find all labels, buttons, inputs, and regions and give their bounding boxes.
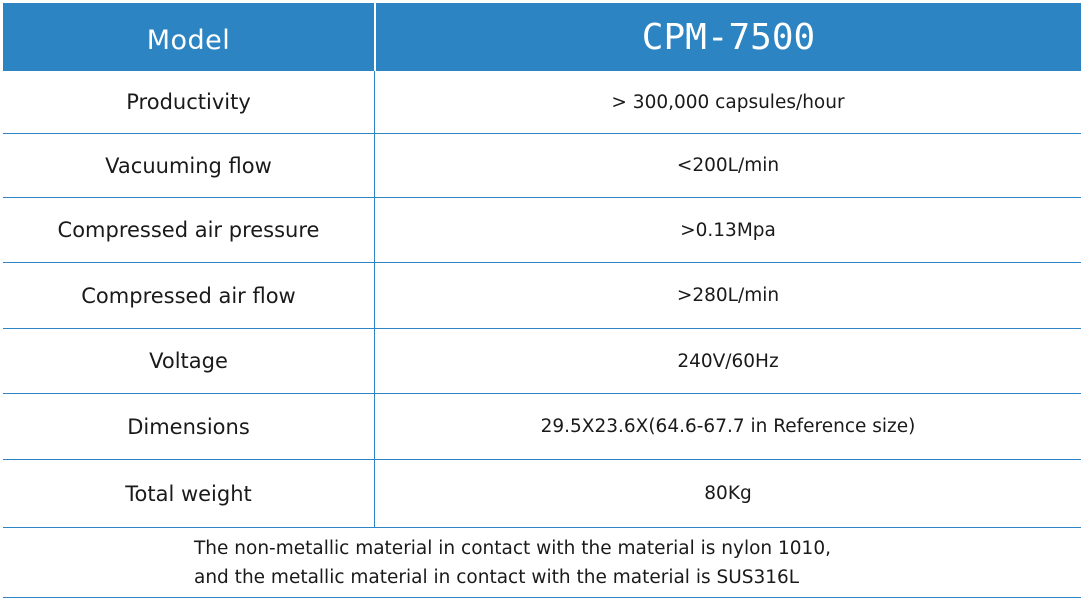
model-header-value: CPM-7500	[641, 16, 816, 58]
spec-value: <200L/min	[676, 155, 780, 176]
spec-label: Productivity	[3, 71, 375, 133]
header-divider	[374, 3, 376, 71]
table-row-compressed-air-pressure: Compressed air pressure >0.13Mpa	[3, 198, 1081, 263]
table-row-voltage: Voltage 240V/60Hz	[3, 329, 1081, 394]
spec-label: Compressed air pressure	[3, 198, 375, 262]
spec-value: 80Kg	[704, 483, 752, 504]
table-row-productivity: Productivity > 300,000 capsules/hour	[3, 71, 1081, 134]
spec-value: >280L/min	[676, 285, 780, 306]
table-row-total-weight: Total weight 80Kg	[3, 460, 1081, 528]
table-row-compressed-air-flow: Compressed air flow >280L/min	[3, 263, 1081, 329]
spec-value: >0.13Mpa	[680, 219, 776, 241]
material-note: The non-metallic material in contact wit…	[3, 528, 1081, 598]
model-header-label: Model	[146, 24, 231, 56]
table-header: Model CPM-7500	[3, 3, 1081, 71]
material-note-line-2: and the metallic material in contact wit…	[194, 566, 800, 588]
spec-label: Total weight	[3, 460, 375, 527]
spec-label: Voltage	[3, 329, 375, 393]
material-note-line-1: The non-metallic material in contact wit…	[194, 537, 831, 559]
spec-label: Compressed air flow	[3, 263, 375, 328]
spec-table: Model CPM-7500 Productivity > 300,000 ca…	[3, 3, 1081, 598]
spec-value: 240V/60Hz	[677, 350, 779, 372]
table-row-dimensions: Dimensions 29.5X23.6X(64.6-67.7 in Refer…	[3, 394, 1081, 460]
spec-label: Dimensions	[3, 394, 375, 459]
spec-label: Vacuuming flow	[3, 134, 375, 197]
table-row-vacuuming-flow: Vacuuming flow <200L/min	[3, 134, 1081, 198]
spec-value: > 300,000 capsules/hour	[611, 91, 845, 113]
spec-value: 29.5X23.6X(64.6-67.7 in Reference size)	[540, 416, 916, 437]
